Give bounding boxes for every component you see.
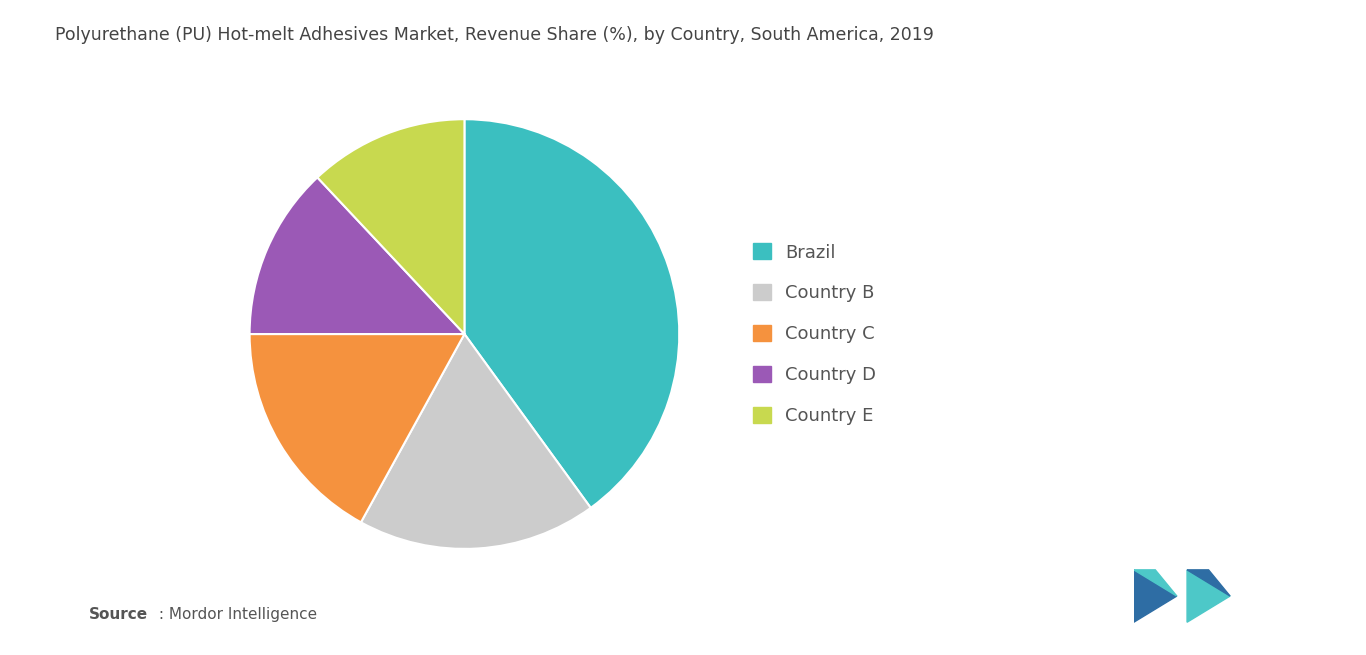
Wedge shape: [361, 334, 590, 549]
Wedge shape: [317, 119, 464, 334]
Polygon shape: [1134, 570, 1177, 596]
Polygon shape: [1134, 570, 1177, 622]
Text: Polyurethane (PU) Hot-melt Adhesives Market, Revenue Share (%), by Country, Sout: Polyurethane (PU) Hot-melt Adhesives Mar…: [55, 26, 933, 44]
Text: : Mordor Intelligence: : Mordor Intelligence: [154, 607, 317, 622]
Wedge shape: [250, 334, 464, 522]
Legend: Brazil, Country B, Country C, Country D, Country E: Brazil, Country B, Country C, Country D,…: [753, 243, 876, 425]
Polygon shape: [1187, 570, 1229, 622]
Polygon shape: [1187, 570, 1229, 596]
Wedge shape: [464, 119, 679, 508]
Wedge shape: [250, 178, 464, 334]
Text: Source: Source: [89, 607, 148, 622]
